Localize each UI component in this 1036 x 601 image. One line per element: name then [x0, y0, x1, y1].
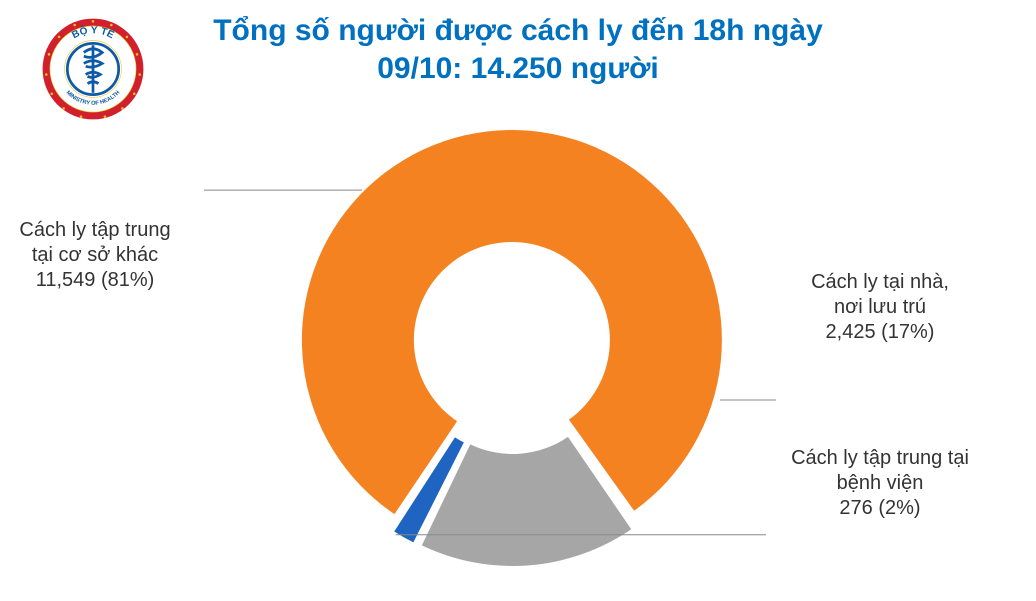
slice-label-hospital: Cách ly tập trung tại bệnh viện 276 (2%) — [770, 446, 990, 521]
slice-label-home: Cách ly tại nhà, nơi lưu trú 2,425 (17%) — [780, 270, 980, 345]
slice-label-other: Cách ly tập trung tại cơ sở khác 11,549 … — [0, 218, 200, 293]
